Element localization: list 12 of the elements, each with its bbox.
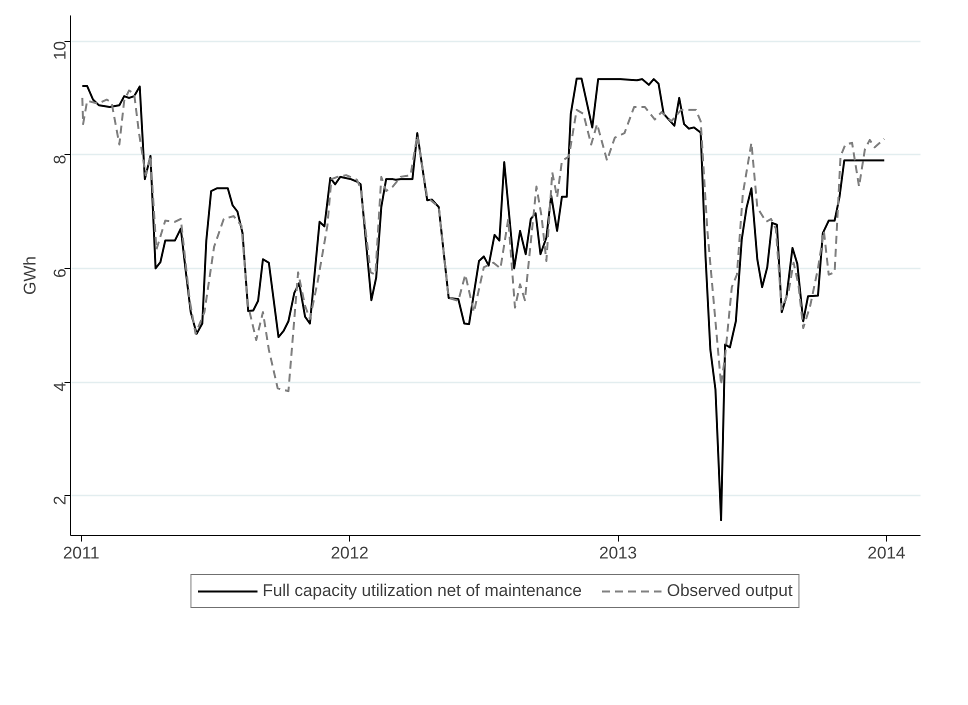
legend-label: Full capacity utilization net of maintenance xyxy=(262,581,582,601)
legend-label: Observed output xyxy=(666,581,793,601)
x-tick-label: 2014 xyxy=(868,544,906,562)
y-tick-label: 6 xyxy=(50,268,70,278)
y-tick-label: 8 xyxy=(50,154,70,164)
y-tick-label: 4 xyxy=(50,382,70,392)
x-tick-label: 2013 xyxy=(599,544,637,562)
y-tick-label: 10 xyxy=(50,41,70,60)
x-tick-label: 2011 xyxy=(62,544,100,562)
x-tick-label: 2012 xyxy=(330,544,369,562)
y-tick-label: 2 xyxy=(50,496,70,506)
y-axis-title: GWh xyxy=(20,256,40,295)
